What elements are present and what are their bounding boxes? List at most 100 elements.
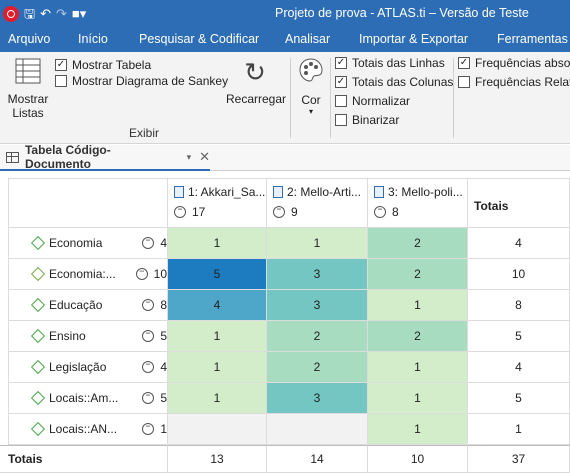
table-cell[interactable]: 1 bbox=[168, 352, 267, 383]
freq-rel-checkbox[interactable]: Frequências Relati bbox=[458, 75, 570, 89]
row-header[interactable]: Economia "" 4 bbox=[8, 228, 168, 259]
code-name: Ensino bbox=[49, 329, 86, 343]
column-header[interactable]: 2: Mello-Arti... "" 9 bbox=[267, 178, 368, 228]
column-total-cell: 14 bbox=[267, 445, 368, 473]
doc-tab-label: Tabela Código-Documento bbox=[24, 143, 111, 171]
quotation-icon: "" bbox=[273, 206, 285, 218]
quotation-count: 4 bbox=[160, 236, 167, 250]
column-header[interactable]: 3: Mello-poli... "" 8 bbox=[368, 178, 468, 228]
quotation-icon: "" bbox=[374, 206, 386, 218]
table-cell[interactable] bbox=[267, 414, 368, 445]
code-document-table: 1: Akkari_Sa... "" 17 2: Mello-Arti... "" 9 3:… bbox=[0, 172, 570, 474]
binarize-label: Binarizar bbox=[352, 113, 400, 127]
quotation-icon: "" bbox=[142, 392, 155, 404]
col-totals-checkbox[interactable]: ✓ Totais das Colunas bbox=[335, 75, 453, 89]
table-cell[interactable] bbox=[168, 414, 267, 445]
code-icon bbox=[30, 235, 46, 251]
freq-abs-checkbox[interactable]: ✓ Frequências absol bbox=[458, 56, 570, 70]
check-icon: ✓ bbox=[55, 59, 67, 71]
code-name: Locais::AN... bbox=[49, 422, 118, 436]
column-header-label: 3: Mello-poli... bbox=[388, 185, 463, 199]
row-header[interactable]: Ensino "" 5 bbox=[8, 321, 168, 352]
tab-importar-exportar[interactable]: Importar & Exportar bbox=[359, 32, 469, 46]
close-icon[interactable]: ✕ bbox=[199, 149, 210, 164]
table-icon bbox=[6, 151, 19, 163]
quotation-icon: "" bbox=[142, 361, 155, 373]
row-header[interactable]: Locais::AN... "" 1 bbox=[8, 414, 168, 445]
table-cell[interactable]: 2 bbox=[267, 352, 368, 383]
table-cell[interactable]: 3 bbox=[267, 383, 368, 414]
show-table-checkbox[interactable]: ✓ Mostrar Tabela bbox=[55, 58, 151, 72]
reload-button[interactable]: ↻ Recarregar bbox=[226, 56, 286, 106]
table-cell[interactable]: 4 bbox=[168, 290, 267, 321]
col-totals-label: Totais das Colunas bbox=[352, 75, 454, 89]
tab-code-document-table[interactable]: Tabela Código-Documento ▾ ✕ bbox=[0, 143, 210, 171]
table-cell[interactable]: 3 bbox=[267, 259, 368, 290]
row-header[interactable]: Economia:... "" 10 bbox=[8, 259, 168, 290]
row-header[interactable]: Legislação "" 4 bbox=[8, 352, 168, 383]
chevron-down-icon[interactable]: ▾ bbox=[186, 151, 192, 162]
check-icon: ✓ bbox=[335, 57, 347, 69]
tab-analisar[interactable]: Analisar bbox=[285, 32, 331, 46]
check-icon: ✓ bbox=[335, 76, 347, 88]
normalize-checkbox[interactable]: Normalizar bbox=[335, 94, 410, 108]
redo-icon[interactable]: ↷ bbox=[55, 6, 67, 21]
quotation-count: 17 bbox=[192, 205, 206, 219]
table-cell[interactable]: 1 bbox=[368, 290, 468, 321]
totals-row-label: Totais bbox=[0, 445, 168, 473]
tab-inicio[interactable]: Início bbox=[78, 32, 108, 46]
save-icon[interactable]: 🖫 bbox=[24, 6, 36, 21]
code-icon bbox=[30, 390, 46, 406]
table-cell[interactable]: 1 bbox=[168, 321, 267, 352]
quotation-icon: "" bbox=[142, 423, 155, 435]
quotation-count: 8 bbox=[160, 298, 167, 312]
table-cell[interactable]: 1 bbox=[368, 414, 468, 445]
table-cell[interactable]: 3 bbox=[267, 290, 368, 321]
quotation-count: 5 bbox=[160, 391, 167, 405]
check-icon: ✓ bbox=[458, 57, 470, 69]
row-header[interactable]: Locais::Am... "" 5 bbox=[8, 383, 168, 414]
totals-column-header: Totais bbox=[468, 178, 570, 228]
table-cell[interactable]: 1 bbox=[168, 383, 267, 414]
row-total-cell: 5 bbox=[468, 383, 570, 414]
customize-icon[interactable]: ■▾ bbox=[71, 6, 87, 21]
row-header[interactable]: Educação "" 8 bbox=[8, 290, 168, 321]
row-totals-label: Totais das Linhas bbox=[352, 56, 445, 70]
table-cell[interactable]: 2 bbox=[368, 321, 468, 352]
table-cell[interactable]: 1 bbox=[368, 352, 468, 383]
column-total-cell: 13 bbox=[168, 445, 267, 473]
document-icon bbox=[174, 186, 184, 198]
row-total-cell: 8 bbox=[468, 290, 570, 321]
code-name: Educação bbox=[49, 298, 103, 312]
tab-arquivo[interactable]: Arquivo bbox=[8, 32, 51, 46]
row-total-cell: 1 bbox=[468, 414, 570, 445]
table-cell[interactable]: 1 bbox=[267, 228, 368, 259]
table-cell[interactable]: 1 bbox=[168, 228, 267, 259]
quotation-count: 1 bbox=[160, 422, 167, 436]
table-cell[interactable]: 2 bbox=[267, 321, 368, 352]
unchecked-box bbox=[458, 76, 470, 88]
color-button[interactable]: Cor ▾ bbox=[294, 56, 328, 116]
quotation-count: 5 bbox=[160, 329, 167, 343]
table-cell[interactable]: 2 bbox=[368, 228, 468, 259]
unchecked-box bbox=[55, 75, 67, 87]
show-lists-label-1: Mostrar bbox=[7, 92, 49, 106]
normalize-label: Normalizar bbox=[352, 94, 411, 108]
column-header-label: 2: Mello-Arti... bbox=[287, 185, 362, 199]
table-cell[interactable]: 5 bbox=[168, 259, 267, 290]
tab-pesquisar-codificar[interactable]: Pesquisar & Codificar bbox=[139, 32, 260, 46]
show-sankey-checkbox[interactable]: Mostrar Diagrama de Sankey bbox=[55, 74, 228, 88]
document-tab-bar: Tabela Código-Documento ▾ ✕ bbox=[0, 143, 570, 171]
binarize-checkbox[interactable]: Binarizar bbox=[335, 113, 399, 127]
corner-cell bbox=[8, 178, 168, 228]
code-name: Legislação bbox=[49, 360, 107, 374]
column-header[interactable]: 1: Akkari_Sa... "" 17 bbox=[168, 178, 267, 228]
table-cell[interactable]: 2 bbox=[368, 259, 468, 290]
undo-icon[interactable]: ↶ bbox=[40, 6, 51, 21]
show-lists-button[interactable]: Mostrar Listas bbox=[6, 56, 50, 120]
table-cell[interactable]: 1 bbox=[368, 383, 468, 414]
app-logo-icon[interactable] bbox=[3, 6, 19, 22]
row-totals-checkbox[interactable]: ✓ Totais das Linhas bbox=[335, 56, 445, 70]
lists-icon bbox=[15, 58, 41, 84]
tab-ferramentas[interactable]: Ferramentas bbox=[497, 32, 568, 46]
